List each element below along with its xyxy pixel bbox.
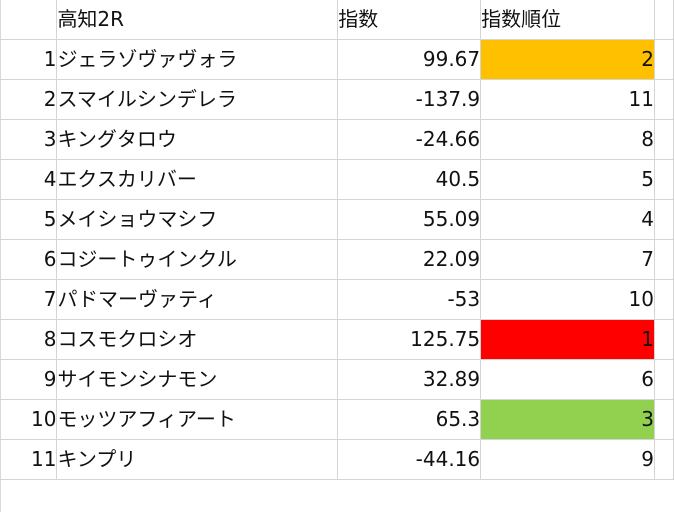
cell-horse-no[interactable]: 8 [0,319,58,360]
cell-horse-name[interactable]: コスモクロシオ [56,319,339,360]
table-row: 7 パドマーヴァティ -53 10 [0,279,674,320]
cell-rank-value[interactable]: 8 [480,119,655,160]
cell-horse-no[interactable]: 4 [0,159,58,200]
cell-rank-value[interactable]: 4 [480,199,655,240]
header-row: 高知2R 指数 指数順位 [0,0,674,40]
cell-empty[interactable] [654,79,674,120]
cell-empty[interactable] [654,39,674,80]
cell-rank-value[interactable]: 3 [480,399,655,440]
cell-index-value[interactable]: 99.67 [337,39,482,80]
cell-rank-value[interactable]: 9 [480,439,655,480]
cell-horse-name[interactable]: サイモンシナモン [56,359,339,400]
cell-index-value[interactable]: 40.5 [337,159,482,200]
cell-index-value[interactable]: 32.89 [337,359,482,400]
table-row: 5 メイショウマシフ 55.09 4 [0,199,674,240]
cell-rank-value[interactable]: 10 [480,279,655,320]
cell-horse-name[interactable]: キンプリ [56,439,339,480]
cell-horse-name[interactable]: スマイルシンデレラ [56,79,339,120]
table-row: 9 サイモンシナモン 32.89 6 [0,359,674,400]
table-row: 11 キンプリ -44.16 9 [0,439,674,480]
cell-empty[interactable] [654,279,674,320]
cell-horse-no[interactable]: 9 [0,359,58,400]
cell-empty[interactable] [654,119,674,160]
cell-index-value[interactable]: -53 [337,279,482,320]
cell-horse-name[interactable]: ジェラゾヴァヴォラ [56,39,339,80]
cell-horse-no[interactable]: 2 [0,79,58,120]
cell-header-rank[interactable]: 指数順位 [480,0,655,40]
table-row: 6 コジートゥインクル 22.09 7 [0,239,674,280]
cell-rank-value[interactable]: 5 [480,159,655,200]
table-row: 4 エクスカリバー 40.5 5 [0,159,674,200]
cell-horse-name[interactable]: モッツアフィアート [56,399,339,440]
cell-index-value[interactable]: 22.09 [337,239,482,280]
cell-grid: 高知2R 指数 指数順位 1 ジェラゾヴァヴォラ 99.67 2 2 スマイルシンデレラ -… [0,0,674,480]
table-row: 3 キングタロウ -24.66 8 [0,119,674,160]
cell-horse-no[interactable]: 10 [0,399,58,440]
cell-rank-value[interactable]: 11 [480,79,655,120]
cell-empty[interactable] [654,199,674,240]
cell-horse-no[interactable]: 3 [0,119,58,160]
cell-horse-name[interactable]: エクスカリバー [56,159,339,200]
cell-empty[interactable] [654,159,674,200]
cell-empty[interactable] [654,399,674,440]
cell-horse-no[interactable]: 5 [0,199,58,240]
cell-horse-no[interactable]: 7 [0,279,58,320]
table-row: 1 ジェラゾヴァヴォラ 99.67 2 [0,39,674,80]
cell-index-value[interactable]: -137.9 [337,79,482,120]
cell-rank-value[interactable]: 1 [480,319,655,360]
cell-horse-name[interactable]: パドマーヴァティ [56,279,339,320]
cell-rank-value[interactable]: 6 [480,359,655,400]
cell-rank-value[interactable]: 7 [480,239,655,280]
cell-empty[interactable] [654,439,674,480]
table-row: 10 モッツアフィアート 65.3 3 [0,399,674,440]
cell-index-value[interactable]: 55.09 [337,199,482,240]
cell-header-index[interactable]: 指数 [337,0,482,40]
cell-empty[interactable] [654,0,674,40]
cell-index-value[interactable]: 65.3 [337,399,482,440]
table-row: 2 スマイルシンデレラ -137.9 11 [0,79,674,120]
cell-rank-value[interactable]: 2 [480,39,655,80]
cell-empty[interactable] [654,319,674,360]
cell-horse-name[interactable]: キングタロウ [56,119,339,160]
cell-index-value[interactable]: 125.75 [337,319,482,360]
cell-index-value[interactable]: -24.66 [337,119,482,160]
cell-horse-name[interactable]: コジートゥインクル [56,239,339,280]
table-row: 8 コスモクロシオ 125.75 1 [0,319,674,360]
cell-empty[interactable] [654,359,674,400]
cell-header-no[interactable] [0,0,58,40]
cell-header-race[interactable]: 高知2R [56,0,339,40]
cell-horse-no[interactable]: 11 [0,439,58,480]
cell-horse-name[interactable]: メイショウマシフ [56,199,339,240]
cell-index-value[interactable]: -44.16 [337,439,482,480]
cell-horse-no[interactable]: 6 [0,239,58,280]
cell-empty[interactable] [654,239,674,280]
cell-horse-no[interactable]: 1 [0,39,58,80]
